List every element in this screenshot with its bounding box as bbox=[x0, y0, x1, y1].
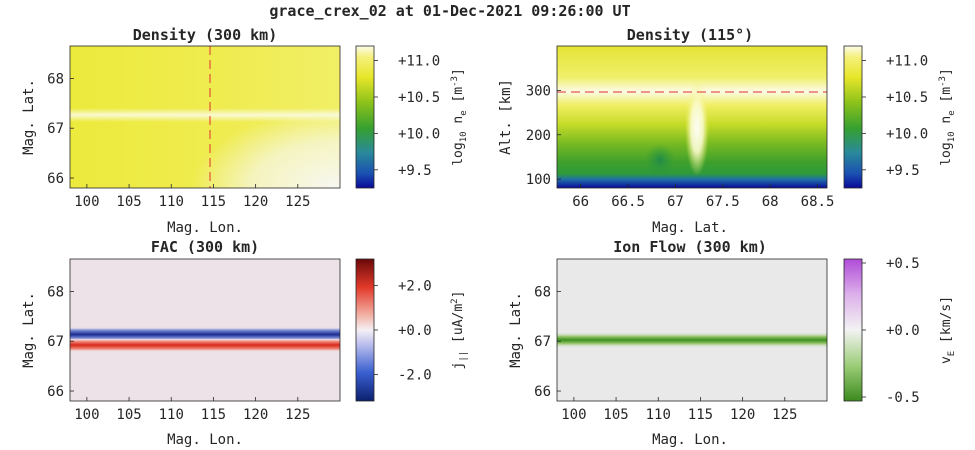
x-tick-label: 105 bbox=[603, 407, 628, 423]
x-tick-label: 68 bbox=[762, 194, 779, 210]
panel-density-300km: Density (300 km) 100 105 110 115 120 125 66 67 6… bbox=[21, 26, 469, 236]
x-tick-label: 125 bbox=[285, 194, 310, 210]
colorbar-tick-label: -2.0 bbox=[398, 367, 432, 383]
colorbar: +11.0 +10.5 +10.0 +9.5 log10 ne [m-3] bbox=[843, 45, 957, 189]
heatmap-field bbox=[70, 259, 340, 401]
colorbar-tick-label: +10.0 bbox=[886, 126, 928, 142]
x-tick-label: 120 bbox=[243, 407, 268, 423]
y-tick-label: 66 bbox=[47, 171, 64, 187]
x-tick-label: 115 bbox=[201, 407, 226, 423]
x-tick-label: 67 bbox=[667, 194, 684, 210]
x-tick-label: 100 bbox=[74, 407, 99, 423]
y-tick-label: 66 bbox=[47, 384, 64, 400]
x-tick-label: 68.5 bbox=[801, 194, 835, 210]
x-tick-label: 67.5 bbox=[706, 194, 740, 210]
y-tick-label: 200 bbox=[526, 128, 551, 144]
panel-ion-flow-300km: Ion Flow (300 km) 100 105 110 115 120 125 66 67… bbox=[508, 238, 957, 448]
x-tick-label: 120 bbox=[243, 194, 268, 210]
panel-density-115deg: Density (115°) 66 66.5 67 67.5 68 68.5 100 200 3… bbox=[498, 26, 957, 236]
y-tick-label: 67 bbox=[534, 334, 551, 350]
colorbar-tick-label: +2.0 bbox=[398, 279, 432, 295]
y-axis-label: Mag. Lat. bbox=[21, 79, 37, 155]
y-tick-label: 67 bbox=[47, 121, 64, 137]
colorbar: +2.0 +0.0 -2.0 j|| [uA/m2] bbox=[355, 258, 469, 402]
colorbar-tick-label: +9.5 bbox=[398, 163, 432, 179]
axes-frame bbox=[69, 258, 341, 402]
x-tick-label: 120 bbox=[730, 407, 755, 423]
x-tick-label: 115 bbox=[688, 407, 713, 423]
y-tick-label: 100 bbox=[526, 172, 551, 188]
x-axis-label: Mag. Lon. bbox=[167, 220, 243, 236]
heatmap-field bbox=[557, 259, 827, 401]
axes-frame bbox=[556, 258, 828, 402]
x-tick-label: 100 bbox=[561, 407, 586, 423]
x-tick-label: 105 bbox=[116, 407, 141, 423]
y-tick-label: 68 bbox=[47, 284, 64, 300]
y-axis-label: Mag. Lat. bbox=[21, 292, 37, 368]
colorbar-tick-label: +0.0 bbox=[886, 323, 920, 339]
x-tick-label: 110 bbox=[159, 407, 184, 423]
y-axis-label: Alt. [km] bbox=[498, 79, 514, 155]
colorbar-tick-label: +11.0 bbox=[886, 54, 928, 70]
panel-title: Density (300 km) bbox=[133, 26, 278, 44]
colorbar-tick-label: +9.5 bbox=[886, 163, 920, 179]
x-tick-label: 125 bbox=[285, 407, 310, 423]
colorbar: +11.0 +10.5 +10.0 +9.5 log10 ne [m-3] bbox=[355, 45, 469, 189]
y-tick-label: 68 bbox=[534, 284, 551, 300]
panel-title: Density (115°) bbox=[627, 26, 753, 44]
x-tick-label: 105 bbox=[116, 194, 141, 210]
colorbar-tick-label: +11.0 bbox=[398, 54, 440, 70]
x-axis-label: Mag. Lon. bbox=[652, 432, 728, 448]
x-axis-label: Mag. Lat. bbox=[652, 220, 728, 236]
panel-title: Ion Flow (300 km) bbox=[613, 238, 767, 256]
y-axis-label: Mag. Lat. bbox=[508, 292, 524, 368]
panel-fac-300km: FAC (300 km) 100 105 110 115 120 125 66 67 68 Ma… bbox=[21, 238, 469, 448]
x-tick-label: 66 bbox=[572, 194, 589, 210]
y-tick-label: 67 bbox=[47, 334, 64, 350]
colorbar: +0.5 +0.0 -0.5 vE [km/s] bbox=[843, 256, 957, 406]
colorbar-label: j|| [uA/m2] bbox=[450, 291, 469, 370]
colorbar-tick-label: +10.5 bbox=[398, 90, 440, 106]
figure-title: grace_crex_02 at 01-Dec-2021 09:26:00 UT bbox=[269, 2, 630, 20]
x-tick-label: 66.5 bbox=[611, 194, 645, 210]
panel-title: FAC (300 km) bbox=[151, 238, 259, 256]
colorbar-label: log10 ne [m-3] bbox=[450, 68, 469, 166]
x-tick-label: 115 bbox=[201, 194, 226, 210]
x-tick-label: 100 bbox=[74, 194, 99, 210]
colorbar-tick-label: +10.5 bbox=[886, 90, 928, 106]
x-axis-label: Mag. Lon. bbox=[167, 432, 243, 448]
y-tick-label: 68 bbox=[47, 71, 64, 87]
colorbar-label: vE [km/s] bbox=[939, 296, 957, 364]
x-tick-label: 110 bbox=[646, 407, 671, 423]
axes-frame bbox=[556, 45, 828, 189]
y-tick-label: 300 bbox=[526, 83, 551, 99]
axes-frame bbox=[69, 45, 341, 189]
colorbar-label: log10 ne [m-3] bbox=[938, 68, 957, 166]
colorbar-tick-label: -0.5 bbox=[886, 390, 920, 406]
colorbar-tick-label: +10.0 bbox=[398, 126, 440, 142]
y-tick-label: 66 bbox=[534, 384, 551, 400]
x-tick-label: 110 bbox=[159, 194, 184, 210]
colorbar-tick-label: +0.0 bbox=[398, 323, 432, 339]
x-tick-label: 125 bbox=[772, 407, 797, 423]
colorbar-tick-label: +0.5 bbox=[886, 256, 920, 272]
heatmap-field bbox=[557, 46, 827, 188]
heatmap-field bbox=[70, 46, 340, 188]
